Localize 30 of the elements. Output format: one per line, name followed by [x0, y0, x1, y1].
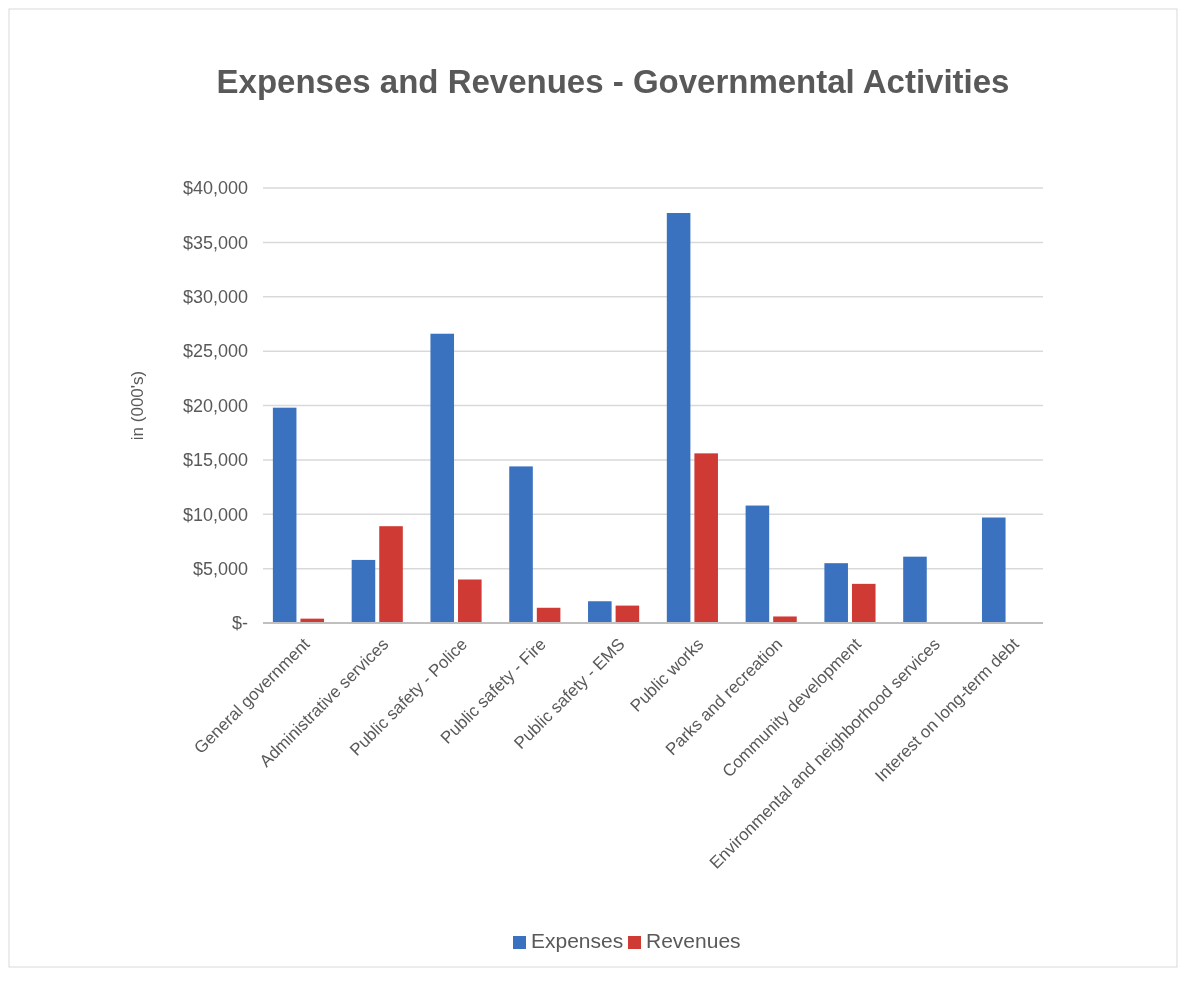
chart-title: Expenses and Revenues - Governmental Activities: [216, 63, 1010, 100]
legend-label: Expenses: [531, 929, 624, 952]
bar: [615, 605, 640, 623]
bar: [903, 556, 927, 623]
y-tick-label: $5,000: [192, 558, 248, 579]
y-tick-label: $40,000: [182, 178, 248, 199]
bar: [379, 526, 403, 623]
bar: [745, 505, 770, 623]
bar: [430, 333, 455, 623]
bar: [351, 559, 376, 623]
y-tick-label: $25,000: [182, 341, 248, 362]
bar: [272, 407, 297, 623]
bar: [981, 517, 1006, 623]
bar: [851, 583, 876, 623]
legend-label: Revenues: [646, 929, 741, 952]
bar: [773, 616, 797, 623]
bar: [588, 601, 612, 623]
bar: [458, 579, 482, 623]
bar: [666, 213, 691, 623]
y-tick-label: $30,000: [182, 287, 248, 308]
y-tick-label: $35,000: [182, 232, 248, 253]
y-axis-title: in (000's): [128, 370, 147, 441]
bar: [536, 607, 561, 623]
y-tick-label: $-: [231, 613, 248, 634]
bar: [509, 466, 533, 623]
y-tick-label: $10,000: [182, 504, 248, 525]
bar: [824, 563, 848, 623]
y-tick-label: $20,000: [182, 395, 248, 416]
y-tick-label: $15,000: [182, 450, 248, 471]
bar: [694, 453, 718, 623]
